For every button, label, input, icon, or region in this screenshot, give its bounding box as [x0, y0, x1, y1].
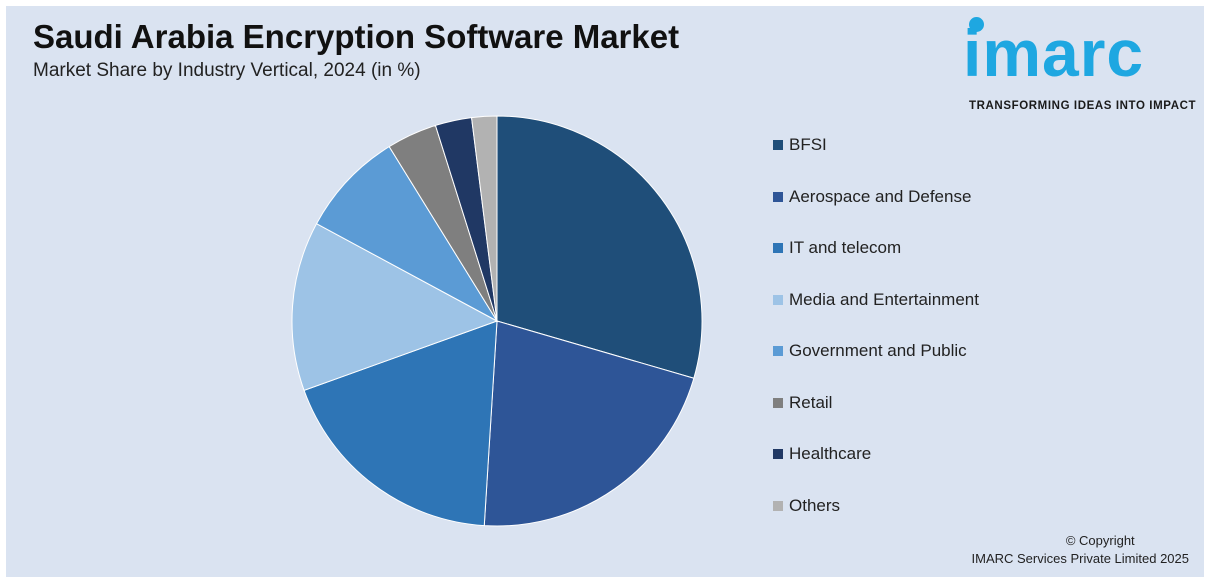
- legend-label: Others: [789, 495, 841, 515]
- chart-title: Saudi Arabia Encryption Software Market: [33, 18, 680, 55]
- pie-slice-media-and-entertainment: [291, 223, 499, 392]
- legend-swatch: [773, 449, 783, 459]
- legend-swatch: [773, 243, 783, 253]
- legend-swatch: [773, 500, 783, 511]
- pie-slice-government-and-public: [315, 145, 499, 323]
- logo-tagline: TRANSFORMING IDEAS INTO IMPACT: [969, 100, 1197, 112]
- legend-label: Healthcare: [789, 444, 872, 463]
- legend-swatch: [773, 346, 783, 356]
- legend-item-bfsi: BFSI: [773, 134, 1073, 156]
- legend-item-government-and-public: Government and Public: [773, 340, 1073, 362]
- legend-item-healthcare: Healthcare: [773, 443, 1073, 465]
- imarc-logo: imarc TRANSFORMING IDEAS INTO IMPACT: [955, 12, 1197, 122]
- legend-swatch: [773, 140, 783, 150]
- logo-wordmark: imarc: [963, 16, 1145, 90]
- legend-item-media-and-entertainment: Media and Entertainment: [773, 289, 1073, 311]
- copyright-line-1: © Copyright: [1065, 533, 1135, 548]
- legend-swatch: [773, 397, 783, 408]
- legend-label: Government and Public: [789, 341, 967, 360]
- copyright-notice: © Copyright IMARC Services Private Limit…: [972, 532, 1189, 568]
- legend-item-others: Others: [773, 495, 1073, 517]
- legend-item-retail: Retail: [773, 392, 1073, 414]
- pie-slice-it-and-telecom: [303, 320, 498, 527]
- legend-label: Aerospace and Defense: [789, 186, 972, 206]
- legend-item-aerospace-and-defense: Aerospace and Defense: [773, 186, 1073, 208]
- legend-label: BFSI: [789, 135, 827, 154]
- pie-slice-aerospace-and-defense: [483, 320, 695, 527]
- logo-dot-icon: [969, 17, 984, 32]
- chart-subtitle: Market Share by Industry Vertical, 2024 …: [33, 60, 421, 81]
- copyright-line-2: IMARC Services Private Limited 2025: [971, 551, 1189, 566]
- legend-label: IT and telecom: [789, 238, 902, 257]
- legend-item-it-and-telecom: IT and telecom: [773, 237, 1073, 259]
- legend-swatch: [773, 294, 783, 305]
- legend-label: Media and Entertainment: [789, 289, 979, 309]
- legend-label: Retail: [789, 392, 833, 412]
- legend-swatch: [773, 191, 783, 202]
- pie-slice-bfsi: [496, 115, 703, 379]
- pie-slice-others: [471, 115, 498, 322]
